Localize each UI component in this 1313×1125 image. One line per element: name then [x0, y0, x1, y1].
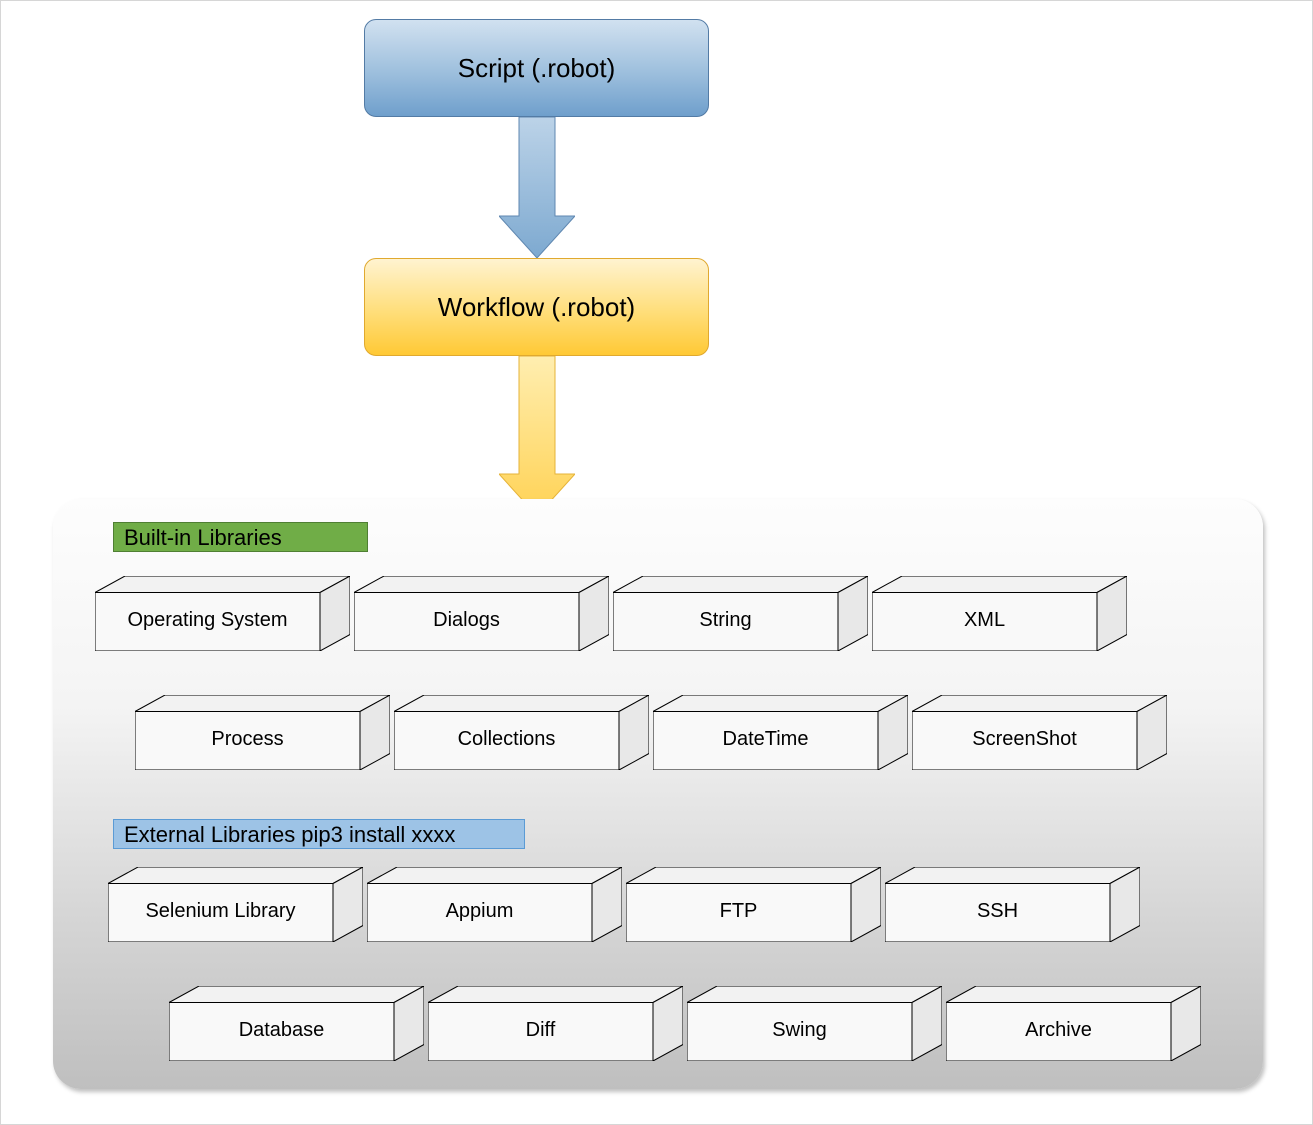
builtin-lib-box: DateTime	[653, 695, 908, 770]
builtin-lib-label: String	[613, 609, 838, 632]
builtin-lib-box: Process	[135, 695, 390, 770]
external-lib-label: Database	[169, 1019, 394, 1042]
builtin-lib-box: Operating System	[95, 576, 350, 651]
badge-builtin-label: Built-in Libraries	[124, 525, 282, 550]
external-lib-box: Swing	[687, 986, 942, 1061]
builtin-lib-label: Collections	[394, 728, 619, 751]
external-lib-box: Selenium Library	[108, 867, 363, 942]
builtin-lib-box: Dialogs	[354, 576, 609, 651]
builtin-lib-box: XML	[872, 576, 1127, 651]
external-lib-box: FTP	[626, 867, 881, 942]
diagram-canvas: Script (.robot) Workflow (.robot) Built-…	[0, 0, 1313, 1125]
external-lib-label: FTP	[626, 900, 851, 923]
external-lib-label: SSH	[885, 900, 1110, 923]
external-lib-box: Database	[169, 986, 424, 1061]
node-script: Script (.robot)	[364, 19, 709, 117]
builtin-lib-box: ScreenShot	[912, 695, 1167, 770]
external-lib-box: Archive	[946, 986, 1201, 1061]
external-lib-box: SSH	[885, 867, 1140, 942]
node-workflow-label: Workflow (.robot)	[438, 292, 635, 323]
arrow-script-to-workflow	[499, 117, 575, 258]
badge-external-label: External Libraries pip3 install xxxx	[124, 822, 455, 847]
builtin-lib-label: XML	[872, 609, 1097, 632]
builtin-lib-label: ScreenShot	[912, 728, 1137, 751]
builtin-lib-label: Dialogs	[354, 609, 579, 632]
node-script-label: Script (.robot)	[458, 53, 616, 84]
external-lib-label: Diff	[428, 1019, 653, 1042]
builtin-lib-label: Process	[135, 728, 360, 751]
builtin-lib-box: String	[613, 576, 868, 651]
builtin-lib-box: Collections	[394, 695, 649, 770]
node-workflow: Workflow (.robot)	[364, 258, 709, 356]
arrow-workflow-to-libs	[499, 356, 575, 516]
external-lib-label: Swing	[687, 1019, 912, 1042]
external-lib-label: Archive	[946, 1019, 1171, 1042]
external-lib-label: Selenium Library	[108, 900, 333, 923]
badge-external-libraries: External Libraries pip3 install xxxx	[113, 819, 525, 849]
builtin-lib-label: DateTime	[653, 728, 878, 751]
builtin-lib-label: Operating System	[95, 609, 320, 632]
external-lib-box: Appium	[367, 867, 622, 942]
badge-builtin-libraries: Built-in Libraries	[113, 522, 368, 552]
external-lib-box: Diff	[428, 986, 683, 1061]
external-lib-label: Appium	[367, 900, 592, 923]
